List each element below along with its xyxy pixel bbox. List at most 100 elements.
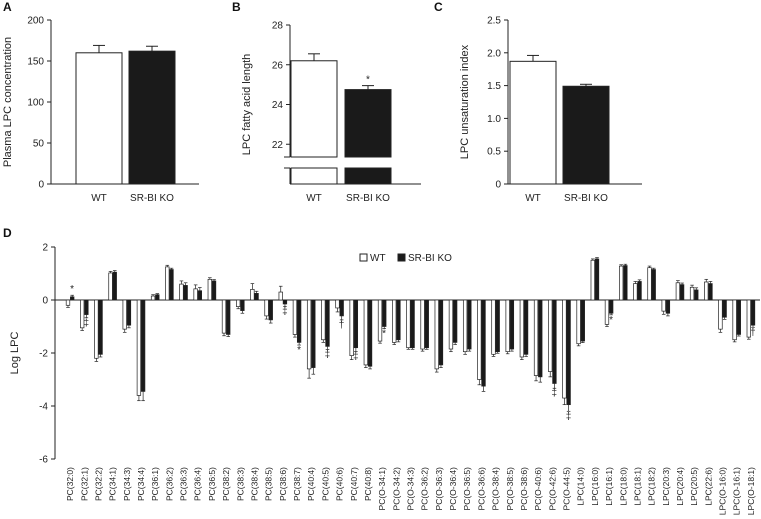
panel-d-bar-wt — [250, 289, 255, 301]
panel-c-letter: C — [434, 0, 443, 14]
panel-d-x-tick-label: PC(O-36:5) — [462, 467, 472, 511]
panel-d-y-tick-label: -6 — [39, 455, 48, 466]
panel-c-bar-wt — [509, 60, 557, 185]
panel-d-bar-wt — [420, 299, 425, 350]
panel-d-bar-ko — [750, 299, 756, 326]
panel-d-bar-wt — [576, 299, 581, 345]
panel-d-x-tick-label: PC(O-38:5) — [505, 467, 515, 511]
panel-d-bar-ko — [453, 299, 458, 343]
panel-d-bar-wt — [732, 299, 737, 341]
panel-d-x-tick-label: PC(38:4) — [249, 467, 259, 501]
panel-d-x-tick-label: PC(O-44:5) — [562, 467, 572, 511]
panel-d-bar-wt — [150, 295, 156, 301]
panel-b-x-tick-label: SR-BI KO — [346, 193, 390, 204]
panel-d-bar-wt — [136, 299, 142, 396]
panel-d-x-tick-label: PC(O-40:6) — [533, 467, 543, 511]
panel-d-bar-wt — [236, 299, 241, 307]
panel-d-x-tick-label: LPC(14:0) — [576, 467, 586, 506]
panel-d-x-tick-label: LPC(O-16:0) — [718, 467, 728, 515]
panel-c-x-tick-label: WT — [525, 193, 541, 204]
legend-swatch-ko — [397, 253, 406, 262]
panel-d-bar-ko — [552, 299, 557, 384]
panel-d-bar-wt — [491, 299, 496, 355]
panel-d-bar-ko — [594, 258, 600, 301]
panel-a-x-tick-label: SR-BI KO — [130, 193, 174, 204]
panel-d-bar-ko — [637, 281, 642, 301]
panel-d-bar-ko — [722, 299, 727, 318]
panel-d-bar-wt — [335, 299, 340, 309]
panel-c-bar-ko — [562, 85, 610, 185]
panel-c-x-tick-label: SR-BI KO — [564, 193, 608, 204]
panel-d-y-tick-label: 0 — [42, 296, 48, 307]
panel-c-y-tick-label: 0 — [495, 180, 501, 191]
panel-d-bar-wt — [392, 299, 397, 343]
panel-d-bar-wt — [434, 299, 439, 370]
panel-c-y-tick-label: 2.0 — [487, 48, 501, 59]
panel-d-bar-wt — [264, 299, 269, 317]
panel-d-significance-mark: ‡ — [325, 350, 331, 361]
panel-a-bar-wt — [75, 52, 123, 185]
panel-d-x-tick-label: LPC(O-18:1) — [746, 467, 756, 515]
panel-d-bar-ko — [197, 290, 202, 301]
panel-b-x-tick-label: WT — [306, 193, 322, 204]
panel-c-y-tick-label: 1.0 — [487, 114, 501, 125]
legend-label-ko: SR-BI KO — [408, 253, 452, 264]
panel-a-y-tick-label: 50 — [33, 139, 45, 150]
panel-c-y-axis-label: LPC unsaturation index — [459, 44, 471, 159]
panel-d-bar-wt — [718, 299, 723, 330]
panel-d-x-tick-label: LPC(18:1) — [632, 467, 642, 506]
panel-d-bar-wt — [562, 299, 567, 399]
panel-d-bar-ko — [254, 293, 259, 301]
panel-d-bar-ko — [240, 299, 245, 311]
panel-b-y-tick-label: 28 — [272, 21, 284, 32]
panel-d-bar-wt — [519, 299, 525, 358]
panel-d-x-tick-label: PC(40:5) — [320, 467, 330, 501]
panel-d-bar-ko — [509, 299, 515, 350]
panel-d-significance-mark: ‡ — [83, 318, 89, 329]
panel-d-bar-ko — [481, 299, 486, 387]
panel-d-bar-ko — [538, 299, 543, 378]
panel-d-significance-mark: ‡ — [353, 352, 359, 363]
panel-d-bar-ko — [467, 299, 472, 350]
panel-d-x-tick-label: PC(38:5) — [264, 467, 274, 501]
panel-d-y-tick-label: 2 — [42, 243, 48, 254]
panel-d-x-tick-label: PC(O-36:6) — [476, 467, 486, 511]
panel-d-x-tick-label: PC(34:1) — [108, 467, 118, 501]
panel-d-bar-ko — [609, 299, 614, 314]
panel-c-y-tick-label: 1.5 — [487, 81, 501, 92]
panel-d-x-tick-label: LPC(20:5) — [689, 467, 699, 506]
panel-d-x-tick-label: LPC(18:2) — [647, 467, 657, 506]
panel-d-bar-wt — [448, 299, 454, 350]
panel-d-bar-ko — [382, 299, 387, 327]
panel-d-x-tick-label: LPC(22:6) — [703, 467, 713, 506]
panel-a-x-tick-label: WT — [91, 193, 107, 204]
panel-b-y-tick-label: 26 — [272, 60, 284, 71]
panel-d-bar-wt — [533, 299, 539, 376]
panel-d-y-tick-label: -2 — [39, 349, 48, 360]
panel-d-bar-wt — [122, 299, 127, 330]
panel-b-bar-ko — [344, 89, 392, 158]
panel-d-bar-ko — [98, 299, 103, 355]
panel-d-bar-ko — [438, 299, 444, 366]
panel-b-y-tick-label: 22 — [272, 140, 284, 151]
panel-d-x-tick-label: PC(38:2) — [221, 467, 231, 501]
panel-d-significance-mark: * — [70, 284, 74, 295]
panel-d-bar-ko — [679, 284, 685, 301]
panel-b-y-axis-label: LPC fatty acid length — [241, 54, 253, 156]
panel-d-x-tick-label: LPC(16:1) — [604, 467, 614, 506]
panel-d-x-tick-label: LPC(20:4) — [675, 467, 685, 506]
panel-d-x-tick-label: LPC(20:3) — [661, 467, 671, 506]
panel-d-bar-ko — [367, 299, 373, 367]
panel-d-bar-wt — [179, 283, 184, 301]
panel-b-bar-ko-base — [344, 167, 392, 185]
panel-b-bar-wt — [290, 60, 338, 158]
panel-d-significance-mark: ‡ — [566, 411, 572, 422]
panel-d-bar-ko — [665, 299, 671, 314]
panel-d-bar-ko — [311, 299, 316, 368]
panel-d-bar-ko — [566, 299, 571, 406]
panel-d-bar-ko — [410, 299, 415, 349]
panel-d-bar-ko — [183, 285, 188, 301]
panel-d-significance-mark: † — [750, 327, 756, 338]
panel-d-y-axis-label: Log LPC — [9, 332, 21, 375]
